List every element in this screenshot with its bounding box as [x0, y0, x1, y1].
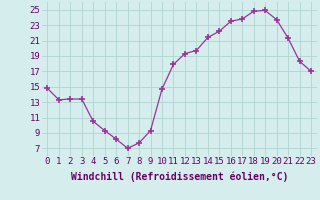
- X-axis label: Windchill (Refroidissement éolien,°C): Windchill (Refroidissement éolien,°C): [70, 172, 288, 182]
